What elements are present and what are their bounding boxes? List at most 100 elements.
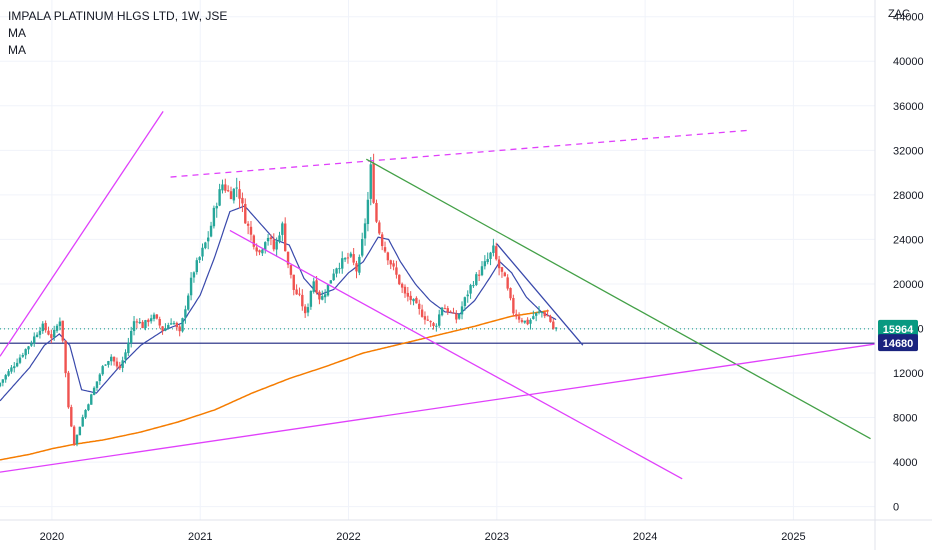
trendline-upper-left-channel[interactable] [0,110,164,357]
candle-body[interactable] [512,298,515,314]
candle-body[interactable] [540,311,544,313]
candle-body[interactable] [429,321,432,323]
candle-body[interactable] [352,254,355,263]
candle-body[interactable] [372,163,375,203]
candle-body[interactable] [101,366,104,375]
candle-body[interactable] [543,312,546,317]
candle-body[interactable] [78,426,82,436]
candle-body[interactable] [375,202,378,222]
indicator-ma-fast[interactable]: MA [8,26,26,40]
candle-body[interactable] [241,197,244,204]
candle-body[interactable] [460,306,464,315]
candle-body[interactable] [138,321,141,324]
candle-body[interactable] [298,293,301,295]
candle-body[interactable] [349,253,352,257]
candle-body[interactable] [463,297,467,306]
candle-body[interactable] [392,263,395,267]
candle-body[interactable] [58,321,62,326]
candle-body[interactable] [515,314,518,317]
candle-body[interactable] [472,285,475,287]
candle-body[interactable] [275,241,278,250]
candle-body[interactable] [480,266,484,276]
candle-body[interactable] [161,326,164,331]
candle-body[interactable] [534,312,538,316]
candle-body[interactable] [0,382,2,387]
candle-body[interactable] [95,381,99,388]
candle-body[interactable] [87,404,90,411]
trendline-mid-decline-magenta[interactable] [229,229,683,480]
candle-body[interactable] [38,330,42,335]
candle-body[interactable] [284,223,287,252]
candle-body[interactable] [269,237,273,239]
candle-body[interactable] [4,375,7,380]
candle-body[interactable] [549,316,552,322]
candle-body[interactable] [215,205,218,209]
candle-body[interactable] [406,292,410,297]
candle-body[interactable] [84,409,87,418]
candle-body[interactable] [110,356,113,362]
candle-body[interactable] [238,189,241,199]
candle-body[interactable] [532,316,535,319]
candle-body[interactable] [412,298,415,302]
candle-body[interactable] [369,164,372,199]
candle-body[interactable] [132,321,136,332]
candle-body[interactable] [380,234,384,247]
candle-body[interactable] [477,274,481,276]
candle-body[interactable] [400,283,404,288]
candle-body[interactable] [409,295,412,301]
candle-body[interactable] [517,316,521,320]
candle-body[interactable] [158,319,161,326]
candle-body[interactable] [47,330,50,335]
candle-body[interactable] [358,256,361,273]
candle-body[interactable] [155,314,159,319]
candle-body[interactable] [266,237,270,242]
candle-body[interactable] [261,249,264,254]
candle-body[interactable] [509,288,512,299]
candle-body[interactable] [192,272,196,278]
candle-body[interactable] [90,394,93,405]
candle-body[interactable] [175,322,179,328]
candle-body[interactable] [201,247,204,257]
candle-body[interactable] [343,258,347,260]
candle-body[interactable] [466,294,469,297]
candle-body[interactable] [295,289,298,295]
candle-body[interactable] [15,362,19,367]
candle-body[interactable] [127,342,130,354]
candle-body[interactable] [440,307,444,316]
candle-body[interactable] [389,260,392,265]
candle-body[interactable] [495,246,498,260]
candle-body[interactable] [164,328,167,331]
candle-body[interactable] [152,314,156,319]
candle-body[interactable] [198,257,201,260]
candle-body[interactable] [312,281,315,292]
candle-body[interactable] [107,361,110,365]
candle-body[interactable] [386,252,390,261]
candle-body[interactable] [318,291,321,300]
candle-body[interactable] [486,259,489,263]
trendline-long-support-magenta[interactable] [0,343,876,473]
candle-body[interactable] [475,274,478,285]
candle-body[interactable] [526,319,529,325]
candle-body[interactable] [181,318,184,332]
candle-body[interactable] [489,252,492,259]
candle-body[interactable] [141,321,144,329]
candle-body[interactable] [64,340,67,374]
candle-body[interactable] [10,367,13,372]
candle-body[interactable] [403,286,407,294]
candle-body[interactable] [435,325,438,327]
candle-body[interactable] [135,321,139,323]
candle-body[interactable] [332,273,335,281]
candle-body[interactable] [55,325,59,331]
candle-body[interactable] [423,316,427,320]
candle-body[interactable] [323,294,327,298]
candle-body[interactable] [338,268,341,270]
candle-body[interactable] [432,323,435,327]
candle-body[interactable] [497,259,501,269]
candle-body[interactable] [249,226,253,235]
candle-body[interactable] [264,242,267,251]
candle-body[interactable] [204,242,207,249]
candle-body[interactable] [72,426,76,445]
candle-body[interactable] [457,314,461,319]
